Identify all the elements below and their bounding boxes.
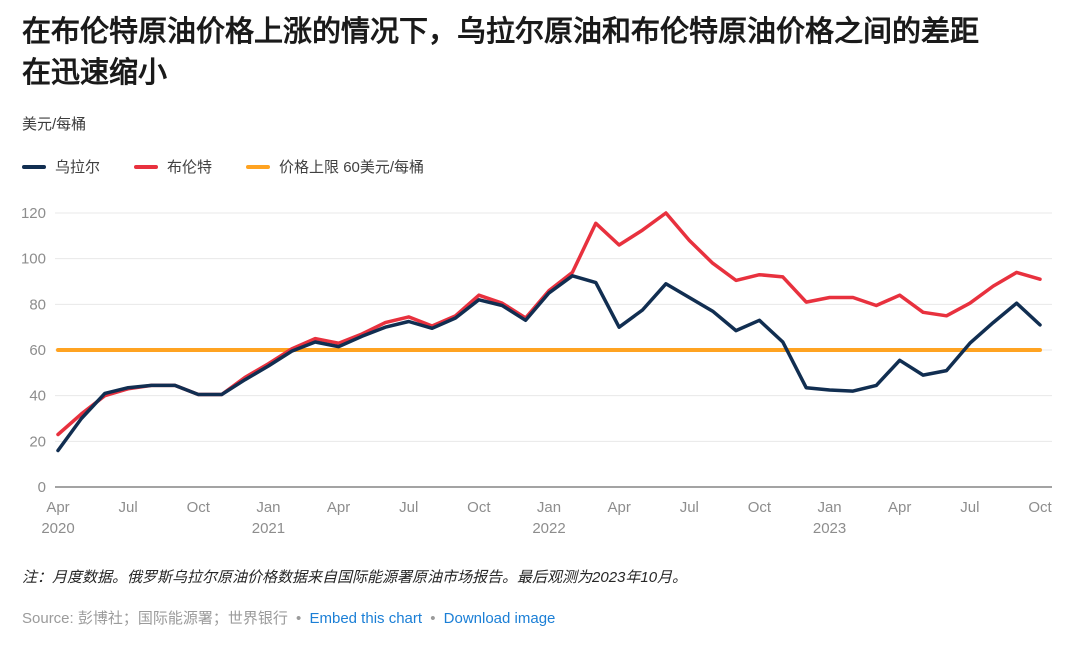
x-tick-year-2022: 2022 bbox=[532, 520, 565, 537]
legend-label-urals: 乌拉尔 bbox=[55, 159, 101, 176]
chart-title: 在布伦特原油价格上涨的情况下，乌拉尔原油和布伦特原油价格之间的差距在迅速缩小 bbox=[22, 16, 980, 90]
x-tick-month-2020-10: Oct bbox=[187, 499, 211, 516]
x-tick-month-2023-07: Jul bbox=[960, 499, 979, 516]
source-text: Source: 彭博社；国际能源署；世界银行 bbox=[22, 610, 288, 627]
y-tick-label-100: 100 bbox=[21, 251, 46, 268]
x-tick-month-2021-07: Jul bbox=[399, 499, 418, 516]
legend-item-brent[interactable]: 布伦特 bbox=[134, 156, 212, 177]
line-chart-plot-area[interactable]: 0 20 40 60 80 100 120 Apr 2020 Jul Oct Jan 2021 Apr Ju… bbox=[0, 195, 1080, 550]
y-tick-label-60: 60 bbox=[29, 342, 46, 359]
x-tick-year-2023: 2023 bbox=[813, 520, 846, 537]
embed-chart-link[interactable]: Embed this chart bbox=[309, 610, 423, 627]
price-chart-svg: 0 20 40 60 80 100 120 Apr 2020 Jul Oct Jan 2021 Apr Ju… bbox=[21, 205, 1053, 537]
legend-item-urals[interactable]: 乌拉尔 bbox=[22, 156, 100, 177]
x-tick-month-2022-07: Jul bbox=[680, 499, 699, 516]
x-tick-month-2021-04: Apr bbox=[327, 499, 350, 516]
y-tick-label-0: 0 bbox=[38, 479, 46, 496]
x-tick-month-2021-10: Oct bbox=[467, 499, 491, 516]
brent-line-swatch bbox=[134, 164, 159, 169]
y-axis-unit-label: 美元/每桶 bbox=[22, 116, 87, 133]
y-tick-label-80: 80 bbox=[29, 296, 46, 313]
download-image-link[interactable]: Download image bbox=[443, 610, 556, 627]
x-tick-month-2023-10: Oct bbox=[1028, 499, 1052, 516]
legend-label-brent: 布伦特 bbox=[167, 159, 213, 176]
chart-legend: 乌拉尔 布伦特 价格上限 60美元/每桶 bbox=[22, 156, 424, 177]
x-tick-month-2022-01: Jan bbox=[537, 499, 561, 516]
x-tick-month-2023-04: Apr bbox=[888, 499, 911, 516]
x-tick-year-2020: 2020 bbox=[41, 520, 74, 537]
urals-line-swatch bbox=[22, 164, 46, 169]
urals-line[interactable] bbox=[56, 274, 1042, 453]
y-tick-label-40: 40 bbox=[29, 388, 46, 405]
separator-dot: • bbox=[430, 610, 436, 627]
legend-item-price-cap[interactable]: 价格上限 60美元/每桶 bbox=[246, 156, 424, 177]
brent-line[interactable] bbox=[56, 211, 1042, 437]
separator-dot: • bbox=[296, 610, 302, 627]
x-tick-month-2022-04: Apr bbox=[607, 499, 630, 516]
x-tick-month-2021-01: Jan bbox=[256, 499, 280, 516]
x-tick-month-2020-04: Apr bbox=[46, 499, 69, 516]
source-line: Source: 彭博社；国际能源署；世界银行 • Embed this char… bbox=[22, 607, 1052, 628]
x-tick-month-2023-01: Jan bbox=[817, 499, 841, 516]
price-cap-line-swatch bbox=[246, 164, 271, 169]
x-tick-year-2021: 2021 bbox=[252, 520, 285, 537]
x-tick-month-2020-07: Jul bbox=[119, 499, 138, 516]
chart-footnote: 注：月度数据。俄罗斯乌拉尔原油价格数据来自国际能源署原油市场报告。最后观测为20… bbox=[22, 569, 688, 586]
y-tick-label-20: 20 bbox=[29, 433, 46, 450]
legend-label-price-cap: 价格上限 60美元/每桶 bbox=[279, 159, 425, 176]
y-tick-label-120: 120 bbox=[21, 205, 46, 222]
x-tick-month-2022-10: Oct bbox=[748, 499, 772, 516]
